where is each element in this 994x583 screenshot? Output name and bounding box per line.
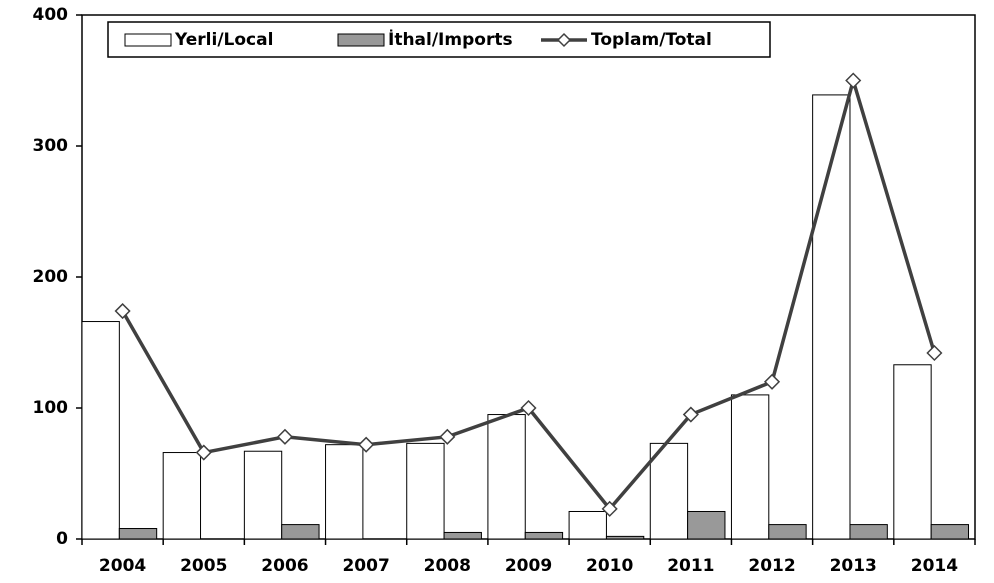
- marker: [276, 428, 294, 445]
- bar: [893, 364, 932, 540]
- x-tick-label: 2012: [748, 556, 795, 576]
- marker: [195, 444, 212, 461]
- marker: [926, 344, 943, 362]
- x-tick-label: 2006: [261, 556, 308, 576]
- bar: [524, 531, 564, 540]
- marker: [763, 373, 781, 390]
- legend-label: Toplam/Total: [591, 30, 712, 50]
- x-tick-label: 2011: [667, 556, 714, 576]
- x-tick-label: 2013: [830, 556, 877, 576]
- bar: [281, 524, 320, 540]
- bar: [768, 524, 807, 540]
- x-tick-label: 2010: [586, 556, 633, 576]
- legend-swatch: [337, 33, 385, 47]
- legend-swatch: [124, 33, 172, 47]
- bar: [930, 524, 970, 540]
- x-tick-label: 2014: [911, 556, 958, 576]
- bar: [487, 414, 526, 540]
- x-tick-label: 2007: [342, 556, 389, 576]
- marker: [114, 302, 131, 320]
- y-tick-label: 0: [56, 529, 68, 549]
- legend-marker: [556, 32, 572, 48]
- legend-label: İthal/Imports: [388, 28, 513, 50]
- bar: [325, 444, 364, 540]
- bar: [849, 524, 888, 540]
- bar: [687, 510, 726, 540]
- marker: [520, 399, 537, 417]
- legend-label: Yerli/Local: [174, 30, 273, 50]
- bar: [406, 442, 445, 540]
- x-tick-label: 2008: [424, 556, 471, 576]
- bar: [118, 528, 158, 540]
- y-tick-label: 100: [33, 398, 69, 418]
- bar: [605, 535, 645, 540]
- x-tick-label: 2004: [99, 556, 146, 576]
- bar: [812, 94, 851, 540]
- marker: [601, 500, 618, 517]
- bar: [81, 321, 120, 540]
- marker: [682, 406, 699, 423]
- y-tick-label: 400: [33, 5, 69, 25]
- x-tick-label: 2009: [505, 556, 552, 576]
- marker: [845, 72, 862, 89]
- marker: [358, 436, 375, 453]
- legend: [107, 21, 771, 58]
- y-tick-label: 300: [33, 136, 69, 156]
- marker: [439, 428, 456, 445]
- y-tick-label: 200: [33, 267, 69, 287]
- bar: [649, 442, 689, 540]
- bar: [730, 394, 770, 540]
- x-tick-label: 2005: [180, 556, 227, 576]
- bar: [443, 531, 482, 540]
- bar: [568, 510, 607, 540]
- bar: [162, 452, 202, 540]
- bar: [243, 450, 283, 540]
